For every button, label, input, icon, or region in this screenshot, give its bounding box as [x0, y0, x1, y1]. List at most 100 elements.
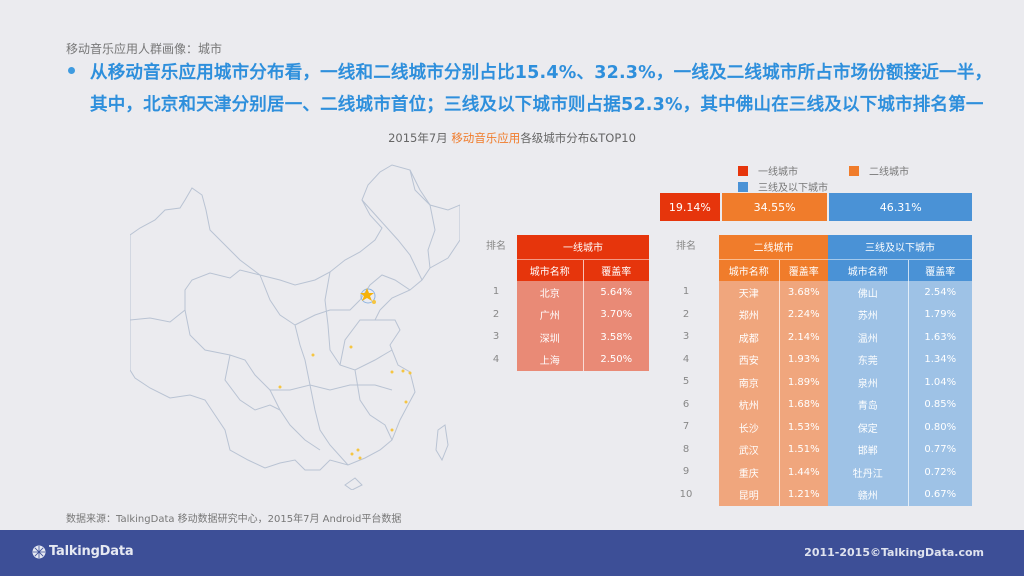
city-cell: 苏州 [828, 303, 908, 326]
stack-segment-tier3: 46.31% [827, 193, 972, 221]
rate-cell: 1.68% [778, 393, 828, 416]
legend-label-tier1: 一线城市 [758, 167, 798, 178]
rate-cell: 0.77% [907, 438, 972, 461]
rate-cell: 0.80% [907, 416, 972, 439]
tier3-group-header: 三线及以下城市 [828, 235, 972, 259]
tier23-table: 二线城市 三线及以下城市 城市名称 覆盖率 城市名称 覆盖率 天津 3.68% 佛山… [719, 235, 972, 506]
rate-cell: 3.68% [778, 281, 828, 304]
rate-cell: 1.93% [778, 348, 828, 371]
rate-cell: 1.79% [907, 303, 972, 326]
tier2-group-header: 二线城市 [719, 235, 828, 259]
city-cell: 西安 [719, 348, 779, 371]
city-cell: 保定 [828, 416, 908, 439]
rate-cell: 5.64% [582, 281, 649, 304]
city-cell: 武汉 [719, 438, 779, 461]
chart-title-highlight: 移动音乐应用 [451, 131, 521, 145]
tier1-group-header: 一线城市 [517, 235, 649, 259]
table-row: 郑州 2.24% 苏州 1.79% [719, 303, 972, 326]
city-cell: 泉州 [828, 371, 908, 394]
city-cell: 深圳 [517, 326, 583, 349]
rate-cell: 0.67% [907, 483, 972, 506]
summary-bullet: 从移动音乐应用城市分布看，一线和二线城市分别占比15.4%、32.3%，一线及二… [64, 57, 994, 121]
city-cell: 青岛 [828, 393, 908, 416]
legend-item-tier2: 二线城市 [849, 163, 909, 178]
chart-title-prefix: 2015年7月 [388, 131, 452, 145]
tier23-rank-column: 排名 1 2 3 4 5 6 7 8 9 10 [668, 235, 704, 506]
rank-cell: 9 [682, 466, 690, 477]
city-cell: 邯郸 [828, 438, 908, 461]
rank-cell: 3 [682, 331, 690, 342]
rate-cell: 1.44% [778, 461, 828, 484]
rate-cell: 0.85% [907, 393, 972, 416]
city-cell: 南京 [719, 371, 779, 394]
rank-cell: 2 [492, 308, 500, 320]
col-header-city: 城市名称 [517, 258, 583, 281]
rate-cell: 1.89% [778, 371, 828, 394]
talkingdata-logo: TalkingData [32, 544, 134, 559]
rate-cell: 3.70% [582, 303, 649, 326]
city-cell: 赣州 [828, 483, 908, 506]
table-row: 昆明 1.21% 赣州 0.67% [719, 483, 972, 506]
rank-header: 排名 [486, 241, 506, 252]
beijing-star-icon [360, 288, 374, 301]
legend-swatch-tier1 [738, 165, 748, 176]
city-cell: 郑州 [719, 303, 779, 326]
legend-label-tier2: 二线城市 [869, 167, 909, 178]
rank-cell: 5 [682, 376, 690, 387]
copyright: 2011-2015©TalkingData.com [804, 546, 984, 559]
col-header-city: 城市名称 [828, 258, 908, 281]
stack-segment-tier1: 19.14% [660, 193, 720, 221]
city-cell: 佛山 [828, 281, 908, 304]
rank-cell: 1 [492, 286, 500, 297]
rate-cell: 0.72% [907, 461, 972, 484]
city-cell: 北京 [517, 281, 583, 304]
chart-title-suffix: 各级城市分布&TOP10 [520, 131, 636, 145]
city-cell: 东莞 [828, 348, 908, 371]
rank-cell: 7 [682, 421, 690, 432]
logo-flower-icon [32, 545, 46, 558]
table-row: 西安 1.93% 东莞 1.34% [719, 348, 972, 371]
table-row: 长沙 1.53% 保定 0.80% [719, 416, 972, 439]
rate-cell: 3.58% [582, 326, 649, 349]
rate-cell: 1.53% [778, 416, 828, 439]
city-cell: 牡丹江 [828, 461, 908, 484]
city-cell: 广州 [517, 303, 583, 326]
table-row: 武汉 1.51% 邯郸 0.77% [719, 438, 972, 461]
stack-segment-tier2: 34.55% [719, 193, 828, 221]
tier1-table: 一线城市 城市名称 覆盖率 北京 5.64% 广州 3.70% 深圳 3.58% 上海… [517, 235, 649, 371]
city-cell: 天津 [719, 281, 779, 304]
city-cell: 昆明 [719, 483, 779, 506]
table-row: 天津 3.68% 佛山 2.54% [719, 281, 972, 304]
table-row: 北京 5.64% [517, 281, 649, 304]
rate-cell: 1.63% [907, 326, 972, 349]
rate-cell: 1.04% [907, 371, 972, 394]
table-row: 上海 2.50% [517, 348, 649, 371]
table-row: 成都 2.14% 温州 1.63% [719, 326, 972, 349]
rate-cell: 2.54% [907, 281, 972, 304]
col-header-rate: 覆盖率 [582, 258, 649, 281]
legend-swatch-tier2 [849, 165, 859, 176]
city-cell: 上海 [517, 348, 583, 371]
table-row: 南京 1.89% 泉州 1.04% [719, 371, 972, 394]
table-row: 深圳 3.58% [517, 326, 649, 349]
table-row: 重庆 1.44% 牡丹江 0.72% [719, 461, 972, 484]
rate-cell: 1.51% [778, 438, 828, 461]
col-header-rate: 覆盖率 [907, 258, 972, 281]
rate-cell: 1.21% [778, 483, 828, 506]
rate-cell: 2.24% [778, 303, 828, 326]
tier1-rank-column: 排名 1 2 3 4 [478, 235, 514, 371]
footer-bar: TalkingData 2011-2015©TalkingData.com [0, 530, 1024, 576]
city-cell: 重庆 [719, 461, 779, 484]
page-subtitle: 移动音乐应用人群画像：城市 [66, 42, 223, 56]
rank-cell: 4 [492, 353, 500, 365]
rank-cell: 1 [682, 286, 690, 297]
rate-cell: 1.34% [907, 348, 972, 371]
legend-label-tier3: 三线及以下城市 [758, 183, 828, 194]
rank-cell: 4 [682, 353, 690, 365]
col-header-city: 城市名称 [719, 258, 779, 281]
rate-cell: 2.14% [778, 326, 828, 349]
city-cell: 温州 [828, 326, 908, 349]
rank-cell: 2 [682, 308, 690, 320]
rank-cell: 10 [679, 488, 693, 500]
legend-swatch-tier3 [738, 181, 748, 192]
